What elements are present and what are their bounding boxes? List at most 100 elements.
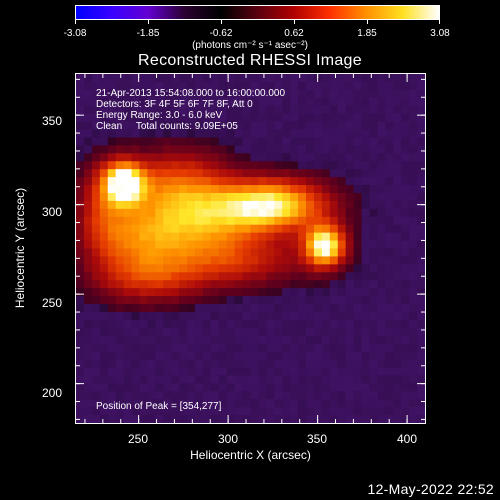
image-pixel xyxy=(274,232,283,242)
image-pixel xyxy=(353,216,363,226)
image-pixel xyxy=(155,256,164,265)
image-pixel xyxy=(163,240,172,249)
image-pixel xyxy=(313,319,323,329)
image-pixel xyxy=(139,375,148,384)
image-pixel xyxy=(123,248,133,257)
image-pixel xyxy=(179,264,188,273)
image-pixel xyxy=(99,280,109,289)
image-pixel xyxy=(377,216,386,226)
image-pixel xyxy=(147,280,156,289)
image-pixel xyxy=(171,327,180,337)
image-pixel xyxy=(401,304,410,313)
image-pixel xyxy=(417,185,425,194)
image-pixel xyxy=(115,383,125,392)
image-pixel xyxy=(194,343,204,353)
image-pixel xyxy=(306,264,315,273)
image-pixel xyxy=(171,256,180,265)
image-pixel xyxy=(234,137,244,146)
image-pixel xyxy=(290,359,299,368)
image-pixel xyxy=(147,224,156,234)
image-pixel xyxy=(401,145,410,154)
image-pixel xyxy=(139,296,148,305)
image-pixel xyxy=(321,121,331,131)
image-pixel xyxy=(409,415,418,423)
image-pixel xyxy=(298,97,307,107)
image-pixel xyxy=(234,240,244,249)
image-pixel xyxy=(242,74,251,83)
image-pixel xyxy=(107,288,117,297)
image-pixel xyxy=(83,161,93,170)
image-pixel xyxy=(226,129,236,138)
image-pixel xyxy=(393,81,402,91)
image-pixel xyxy=(147,296,156,305)
image-pixel xyxy=(194,399,204,408)
image-pixel xyxy=(202,224,212,234)
image-pixel xyxy=(250,311,259,321)
image-pixel xyxy=(393,280,402,289)
image-pixel xyxy=(163,185,172,194)
image-pixel xyxy=(202,327,212,337)
image-pixel xyxy=(345,232,355,242)
image-pixel xyxy=(409,97,418,107)
image-pixel xyxy=(337,113,347,123)
image-pixel xyxy=(274,192,283,202)
image-pixel xyxy=(155,335,164,345)
image-pixel xyxy=(409,407,418,416)
image-pixel xyxy=(234,335,244,345)
image-pixel xyxy=(266,129,275,138)
image-pixel xyxy=(107,327,117,337)
image-pixel xyxy=(393,311,402,321)
image-pixel xyxy=(210,208,220,218)
image-pixel xyxy=(187,296,196,305)
image-pixel xyxy=(91,185,101,194)
image-pixel xyxy=(417,145,425,154)
image-pixel xyxy=(234,224,244,234)
image-pixel xyxy=(306,137,315,146)
image-pixel xyxy=(83,383,93,392)
image-pixel xyxy=(76,272,85,281)
image-pixel xyxy=(298,327,307,337)
image-pixel xyxy=(266,200,275,210)
image-pixel xyxy=(202,113,212,123)
image-pixel xyxy=(155,280,164,289)
image-pixel xyxy=(242,256,251,265)
image-pixel xyxy=(313,153,323,162)
image-pixel xyxy=(123,264,133,273)
image-pixel xyxy=(76,240,85,249)
image-pixel xyxy=(147,383,156,392)
image-pixel xyxy=(91,113,101,123)
image-pixel xyxy=(417,177,425,186)
image-pixel xyxy=(282,280,291,289)
image-pixel xyxy=(139,415,148,423)
image-pixel xyxy=(274,327,283,337)
image-pixel xyxy=(321,351,331,361)
image-pixel xyxy=(202,280,212,289)
image-pixel xyxy=(179,192,188,202)
image-pixel xyxy=(155,343,164,353)
image-pixel xyxy=(76,248,85,257)
image-pixel xyxy=(194,383,204,392)
image-pixel xyxy=(155,399,164,408)
image-pixel xyxy=(266,145,275,154)
image-pixel xyxy=(321,208,331,218)
image-pixel xyxy=(298,335,307,345)
colorbar-tick-label: -1.85 xyxy=(136,28,160,39)
image-pixel xyxy=(377,264,386,273)
image-pixel xyxy=(202,200,212,210)
image-pixel xyxy=(76,280,85,289)
image-pixel xyxy=(298,224,307,234)
image-pixel xyxy=(401,327,410,337)
image-pixel xyxy=(131,264,140,273)
image-pixel xyxy=(155,359,164,368)
image-pixel xyxy=(99,113,109,123)
image-pixel xyxy=(171,145,180,154)
image-pixel xyxy=(155,177,164,186)
image-pixel xyxy=(107,153,117,162)
image-pixel xyxy=(409,177,418,186)
image-pixel xyxy=(377,232,386,242)
image-pixel xyxy=(179,272,188,281)
image-pixel xyxy=(345,248,355,257)
image-pixel xyxy=(369,399,378,408)
image-pixel xyxy=(417,367,425,376)
image-pixel xyxy=(107,121,117,131)
